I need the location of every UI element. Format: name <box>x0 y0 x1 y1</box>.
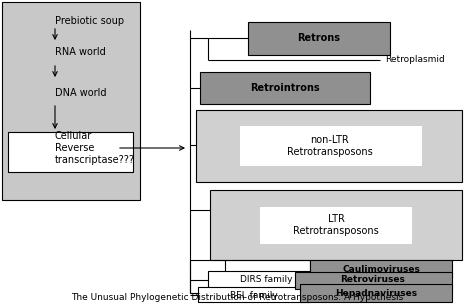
Bar <box>310 260 452 278</box>
Bar <box>198 287 310 302</box>
Bar <box>300 284 452 302</box>
Bar <box>210 190 462 260</box>
Bar <box>260 207 412 244</box>
Bar <box>295 272 452 289</box>
Text: RNA world: RNA world <box>55 47 106 57</box>
Text: Prebiotic soup: Prebiotic soup <box>55 16 124 26</box>
Bar <box>248 22 390 55</box>
Bar <box>8 132 133 172</box>
Text: BEL family: BEL family <box>230 290 278 300</box>
Text: Cellular
Reverse
transcriptase???: Cellular Reverse transcriptase??? <box>55 131 135 165</box>
Bar <box>208 271 325 288</box>
Bar <box>240 126 422 166</box>
Text: LTR
Retrotransposons: LTR Retrotransposons <box>293 214 379 236</box>
Text: DIRS family: DIRS family <box>240 275 292 285</box>
Text: Retrointrons: Retrointrons <box>250 83 320 93</box>
Text: Retroviruses: Retroviruses <box>340 275 405 285</box>
Bar <box>196 110 462 182</box>
Text: The Unusual Phylogenetic Distribution of Retrotransposons: A Hypothesis: The Unusual Phylogenetic Distribution of… <box>71 293 403 302</box>
Text: non-LTR
Retrotransposons: non-LTR Retrotransposons <box>287 135 373 157</box>
Text: DNA world: DNA world <box>55 88 107 98</box>
Text: Retrons: Retrons <box>298 33 340 43</box>
Bar <box>200 72 370 104</box>
Text: Caulimoviruses: Caulimoviruses <box>342 264 420 274</box>
Bar <box>2 2 140 200</box>
Text: Retroplasmid: Retroplasmid <box>385 55 445 65</box>
Text: Hepadnaviruses: Hepadnaviruses <box>335 289 417 297</box>
